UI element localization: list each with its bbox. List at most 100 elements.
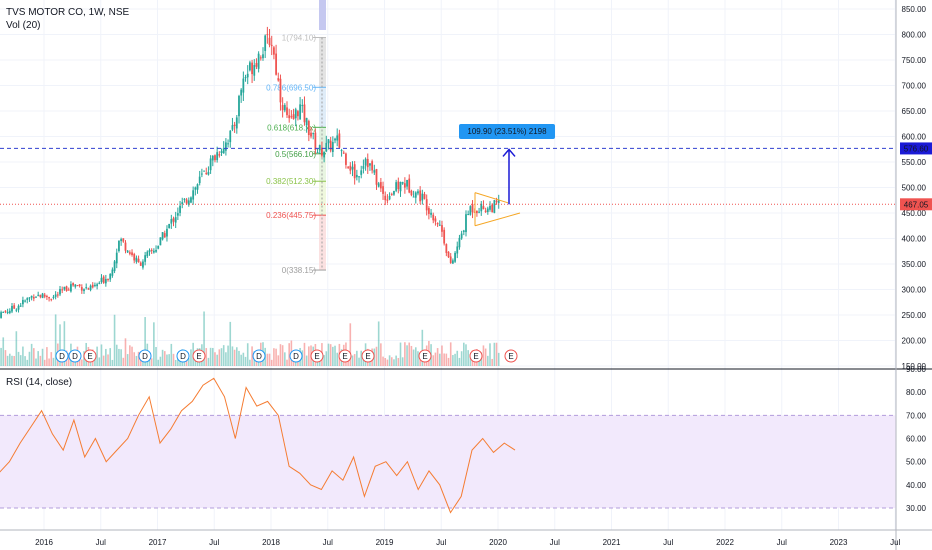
candle-body	[122, 238, 125, 242]
volume-bar	[408, 342, 411, 366]
candle-body	[109, 274, 112, 280]
candle-body	[135, 257, 138, 262]
candle-body	[63, 286, 66, 290]
candle-body	[445, 244, 448, 253]
volume-bar	[268, 353, 271, 366]
volume-bar	[410, 345, 413, 366]
price-tick-label: 250.00	[902, 311, 927, 320]
candle-body	[155, 249, 157, 252]
volume-bar	[231, 346, 234, 366]
volume-bar	[155, 346, 157, 366]
volume-bar	[9, 353, 11, 366]
volume-bar	[48, 358, 50, 366]
volume-bar	[98, 357, 101, 366]
event-marker-label: E	[365, 352, 370, 361]
candle-body	[118, 240, 120, 252]
volume-bar	[238, 350, 240, 366]
candle-body	[163, 233, 166, 238]
event-marker	[504, 349, 518, 363]
volume-bar	[0, 347, 2, 366]
candle-body	[275, 53, 277, 75]
candle-body	[480, 203, 483, 212]
rsi-pane	[0, 368, 932, 514]
price-tick-label: 400.00	[902, 235, 927, 244]
candle-body	[366, 158, 369, 168]
volume-bar	[382, 356, 384, 366]
volume-bar	[225, 352, 227, 366]
candle-body	[349, 165, 352, 171]
candle-body	[441, 225, 443, 232]
volume-bar	[59, 324, 61, 366]
volume-bar	[13, 355, 15, 366]
candle-body	[262, 54, 264, 59]
candle-body	[469, 206, 472, 215]
volume-bar	[292, 359, 295, 366]
volume-bar	[388, 355, 391, 366]
volume-bar	[399, 342, 402, 366]
volume-bar	[26, 359, 29, 366]
candle-body	[257, 53, 260, 69]
volume-bar	[404, 342, 406, 366]
candle-body	[50, 298, 53, 300]
volume-bar	[467, 350, 469, 366]
volume-bar	[465, 344, 467, 366]
candle-body	[379, 182, 382, 189]
candle-body	[419, 190, 422, 202]
candle-body	[157, 245, 160, 249]
volume-bar	[131, 346, 133, 366]
volume-bar	[129, 345, 131, 366]
event-marker-label: D	[293, 352, 299, 361]
candle-body	[224, 142, 227, 151]
volume-bar	[281, 345, 284, 366]
candle-body	[227, 143, 229, 145]
candle-body	[198, 176, 201, 184]
candle-body	[43, 294, 46, 297]
candle-body	[410, 190, 413, 196]
volume-bar	[460, 351, 463, 366]
candle-body	[432, 214, 435, 221]
volume-bar	[96, 346, 98, 366]
time-tick-label: Jul	[890, 538, 900, 547]
candle-body	[399, 181, 402, 192]
candle-body	[331, 142, 334, 153]
volume-bar	[334, 345, 336, 366]
candle-body	[318, 145, 321, 151]
candle-body	[211, 155, 214, 161]
candle-body	[384, 195, 387, 201]
candle-body	[436, 222, 439, 225]
volume-bar	[172, 353, 175, 366]
fib-top-marker	[319, 0, 326, 30]
event-marker	[68, 349, 82, 363]
time-tick-label: 2019	[376, 538, 394, 547]
candle-body	[56, 294, 59, 296]
candle-body	[4, 310, 7, 312]
volume-bar	[135, 355, 138, 366]
volume-bar	[449, 342, 452, 366]
candle-body	[355, 174, 358, 178]
candle-body	[168, 223, 171, 229]
candle-body	[395, 182, 398, 191]
volume-bar	[297, 359, 299, 366]
candle-body	[362, 166, 365, 169]
volume-bar	[137, 351, 140, 366]
volume-bar	[441, 345, 443, 366]
volume-bar	[159, 356, 162, 366]
volume-bar	[39, 355, 42, 366]
candle-body	[220, 151, 223, 153]
volume-bar	[336, 352, 339, 366]
candle-body	[449, 256, 452, 263]
candle-body	[462, 230, 465, 232]
candle-body	[277, 78, 280, 81]
candle-body	[115, 252, 118, 264]
time-tick-label: 2017	[149, 538, 167, 547]
volume-bar	[187, 358, 190, 366]
volume-bar	[482, 345, 485, 366]
volume-bar	[454, 353, 456, 366]
candle-body	[493, 200, 496, 213]
volume-bar	[157, 359, 160, 366]
volume-bar	[124, 338, 127, 366]
volume-bar	[353, 354, 356, 366]
rsi-tick-label: 50.00	[906, 458, 927, 467]
volume-bar	[67, 352, 70, 366]
